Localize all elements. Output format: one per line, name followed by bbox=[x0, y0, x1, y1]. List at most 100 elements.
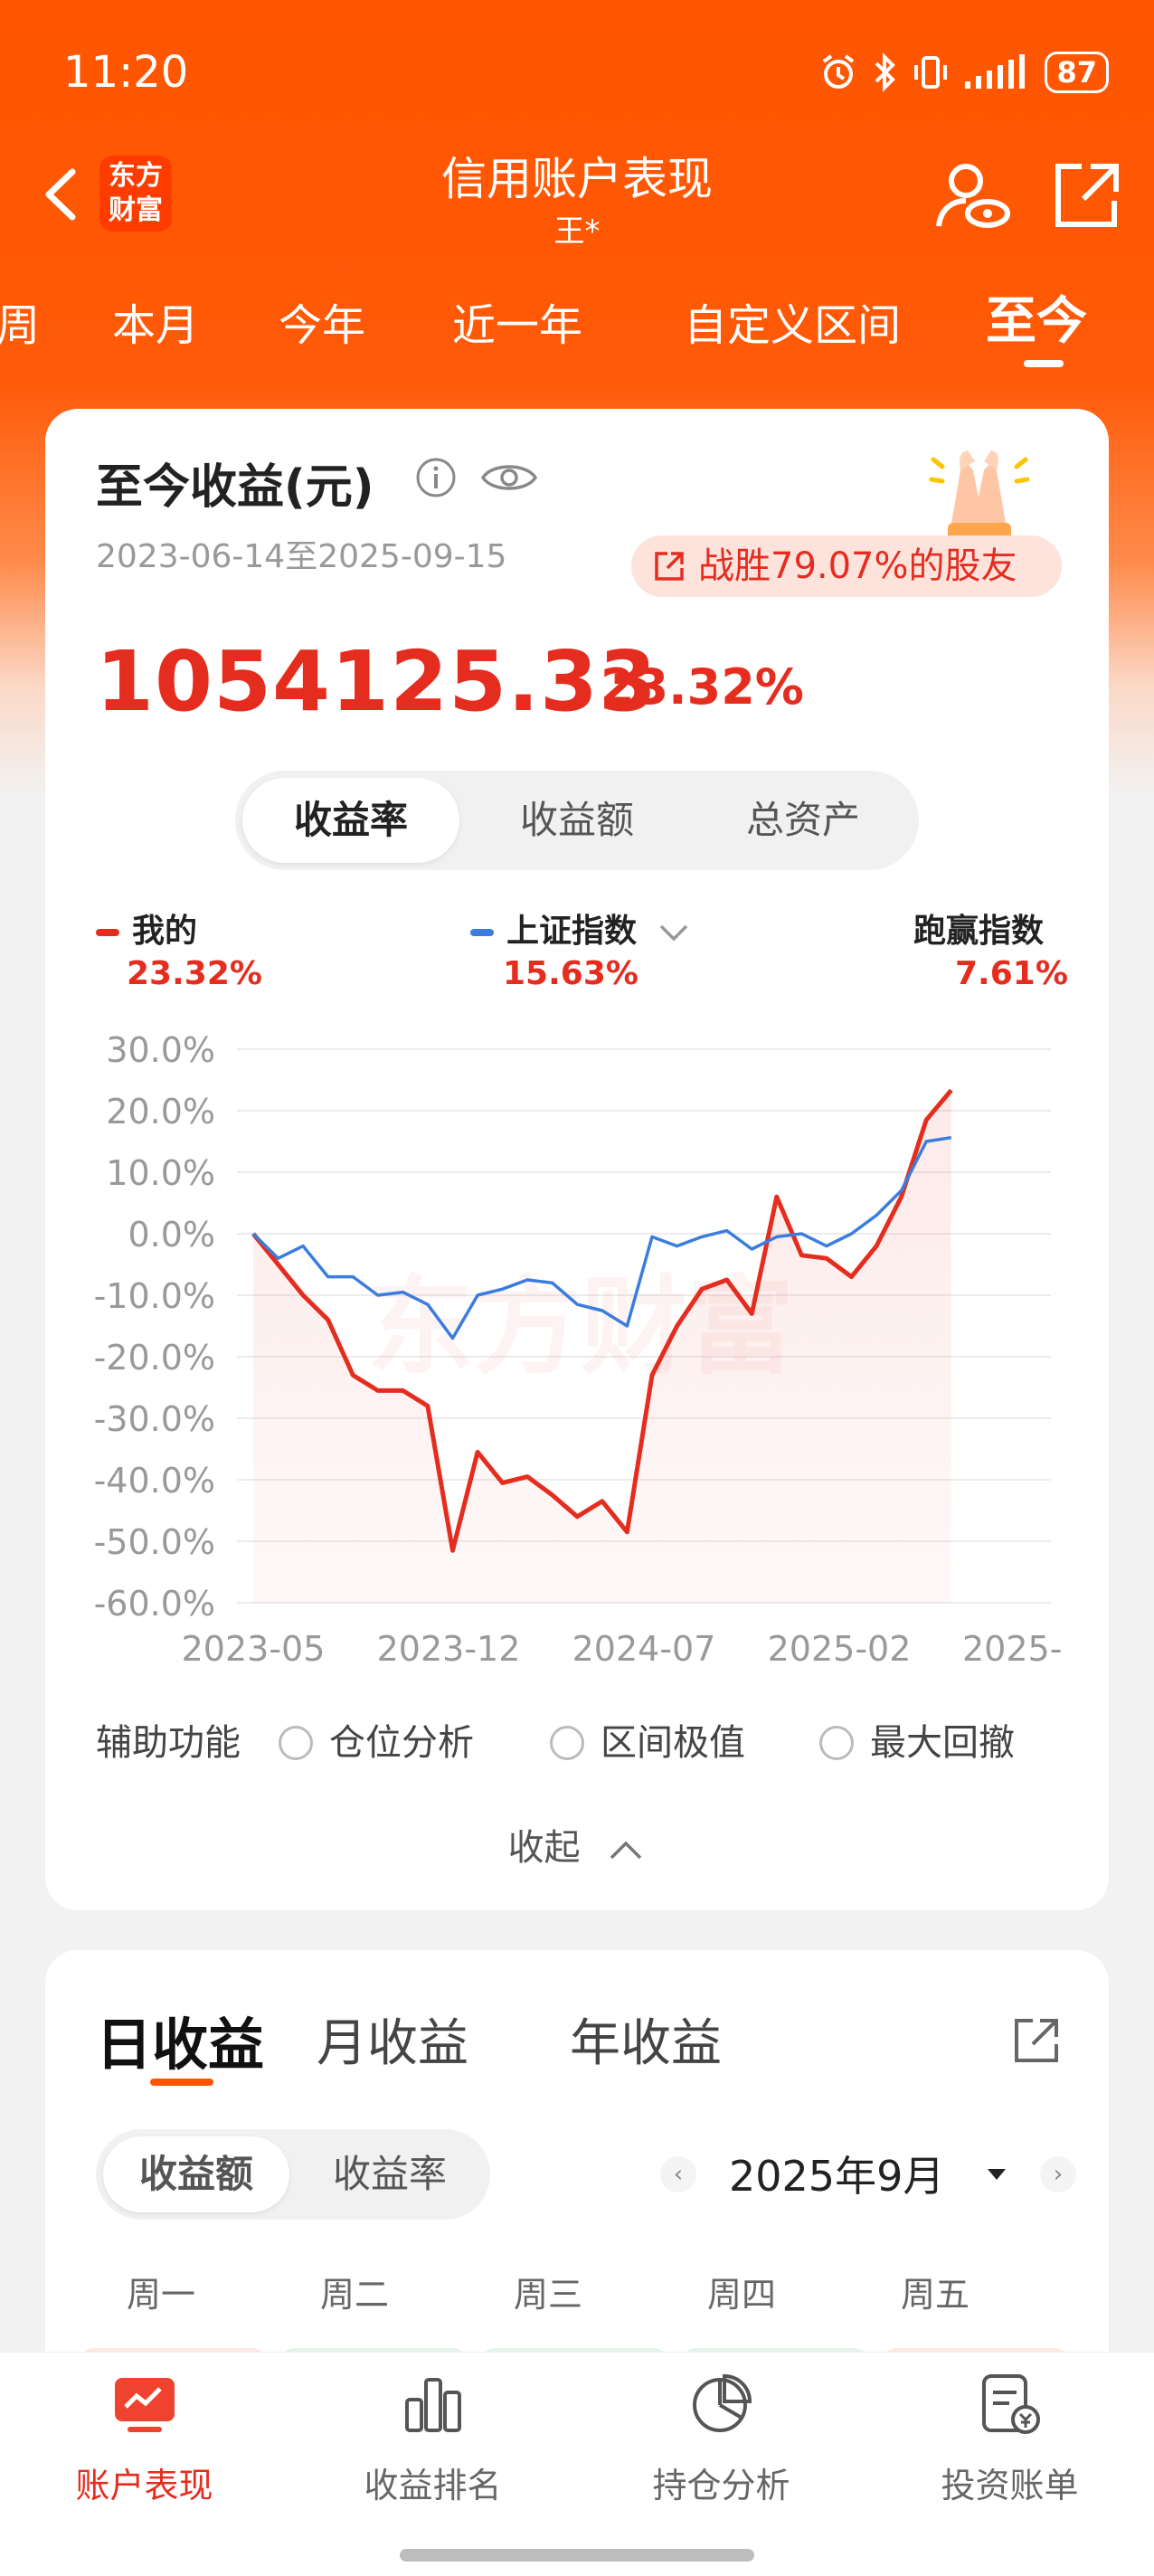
month-selector: ‹ 2025年9月 › bbox=[660, 2136, 1076, 2212]
y-tick-label: -10.0% bbox=[94, 1276, 215, 1316]
share-external-icon[interactable] bbox=[1045, 156, 1127, 237]
date-range: 2023-06-14至2025-09-15 bbox=[96, 538, 507, 575]
aux-functions: 辅助功能 仓位分析 区间极值 最大回撤 bbox=[96, 1713, 1058, 1767]
y-tick-label: -40.0% bbox=[94, 1461, 215, 1501]
prev-month-button[interactable]: ‹ bbox=[660, 2156, 696, 2192]
tab-daily-returns[interactable]: 日收益 bbox=[96, 2012, 265, 2078]
bottom-nav-ranking-label: 收益排名 bbox=[364, 2466, 502, 2505]
metric-tab-profit-amount[interactable]: 收益额 bbox=[519, 798, 634, 842]
performance-card: 至今收益(元) 2023-06-14至2025-09-15 战胜79.07%的股… bbox=[45, 409, 1109, 1910]
tab-yearly-returns[interactable]: 年收益 bbox=[570, 2014, 722, 2073]
radio-drawdown[interactable] bbox=[819, 1726, 854, 1760]
nav-bar: 东方 财富 信用账户表现 王* bbox=[0, 136, 1154, 253]
aux-label: 辅助功能 bbox=[96, 1722, 241, 1764]
y-tick-label: 30.0% bbox=[106, 1030, 215, 1070]
chart-series bbox=[251, 1088, 953, 1603]
aux-option-extremes[interactable]: 区间极值 bbox=[550, 1713, 745, 1766]
returns-tab-amount[interactable]: 收益额 bbox=[103, 2136, 289, 2212]
app-logo-line2: 财富 bbox=[109, 194, 163, 226]
status-bar: 11:20 87 bbox=[63, 36, 1109, 109]
returns-tab-rate[interactable]: 收益率 bbox=[332, 2152, 447, 2196]
y-tick-label: 0.0% bbox=[128, 1215, 215, 1255]
clapping-hands-icon bbox=[929, 450, 1030, 541]
weekday-fri: 周五 bbox=[900, 2275, 970, 2315]
y-tick-label: 20.0% bbox=[106, 1092, 215, 1132]
info-icon[interactable] bbox=[414, 456, 458, 499]
y-tick-label: -60.0% bbox=[94, 1584, 215, 1624]
page-title: 信用账户表现 bbox=[441, 153, 713, 205]
legend-mine-value: 23.32% bbox=[127, 955, 262, 992]
bottom-nav-bills[interactable]: 投资账单 bbox=[866, 2371, 1154, 2507]
bottom-nav-performance[interactable]: 账户表现 bbox=[0, 2371, 288, 2507]
y-tick-label: -30.0% bbox=[94, 1399, 215, 1439]
total-return-pct: 23.32% bbox=[601, 658, 804, 715]
app-logo-line1: 东方 bbox=[109, 160, 163, 192]
tab-monthly-returns[interactable]: 月收益 bbox=[317, 2014, 468, 2073]
returns-metric-switch: 收益额 收益率 bbox=[96, 2129, 490, 2220]
eye-icon[interactable] bbox=[479, 456, 539, 499]
bluetooth-icon bbox=[875, 52, 896, 92]
legend-mine-swatch bbox=[96, 929, 119, 936]
alarm-icon bbox=[823, 54, 855, 89]
aux-option-position[interactable]: 仓位分析 bbox=[279, 1713, 474, 1766]
radio-extremes[interactable] bbox=[550, 1726, 584, 1760]
legend-index[interactable]: 上证指数 bbox=[470, 904, 690, 952]
bottom-nav-holdings[interactable]: 持仓分析 bbox=[577, 2371, 866, 2507]
metric-tab-total-assets[interactable]: 总资产 bbox=[745, 798, 860, 842]
weekday-thu: 周四 bbox=[706, 2275, 776, 2315]
radio-position[interactable] bbox=[279, 1726, 313, 1760]
app-logo: 东方 财富 bbox=[99, 156, 172, 232]
total-profit-amount: 1054125.33 bbox=[96, 633, 658, 730]
status-time: 11:20 bbox=[63, 47, 189, 98]
bar-chart-icon bbox=[404, 2378, 461, 2432]
series-line-mine bbox=[251, 1088, 953, 1553]
x-tick-label: 2023-05 bbox=[182, 1629, 326, 1669]
x-tick-label: 2023-12 bbox=[377, 1629, 521, 1669]
rank-badge[interactable]: 战胜79.07%的股友 bbox=[631, 535, 1062, 597]
period-tabs: 周 本月 今年 近一年 自定义区间 至今 bbox=[0, 280, 1154, 371]
account-owner: 王* bbox=[553, 213, 601, 250]
y-tick-label: -50.0% bbox=[94, 1522, 215, 1562]
legend-outperform-label: 跑赢指数 bbox=[913, 913, 1045, 950]
vibrate-icon bbox=[914, 56, 948, 89]
status-icons: 87 bbox=[818, 52, 1109, 93]
share-small-icon bbox=[655, 552, 684, 581]
tab-week[interactable]: 周 bbox=[0, 300, 41, 351]
legend-mine: 我的 bbox=[96, 904, 197, 952]
bottom-nav-holdings-label: 持仓分析 bbox=[652, 2466, 790, 2505]
share-icon[interactable] bbox=[1009, 2013, 1064, 2068]
aux-option-drawdown-label: 最大回撤 bbox=[870, 1722, 1015, 1764]
bottom-nav-bills-label: 投资账单 bbox=[941, 2466, 1079, 2505]
tab-active-indicator bbox=[1024, 360, 1064, 367]
aux-option-position-label: 仓位分析 bbox=[329, 1722, 474, 1764]
tab-this-year[interactable]: 今年 bbox=[279, 300, 366, 351]
summary-title: 至今收益(元) bbox=[96, 460, 374, 515]
y-tick-label: 10.0% bbox=[106, 1153, 215, 1193]
caret-down-icon[interactable] bbox=[984, 2165, 1009, 2183]
tab-custom-range[interactable]: 自定义区间 bbox=[684, 300, 902, 351]
metric-tab-return-rate[interactable]: 收益率 bbox=[242, 778, 459, 863]
aux-option-drawdown[interactable]: 最大回撤 bbox=[819, 1713, 1015, 1766]
bill-icon bbox=[981, 2374, 1040, 2434]
battery-indicator: 87 bbox=[1045, 52, 1109, 93]
x-tick-label: 2025-02 bbox=[768, 1629, 912, 1669]
rank-badge-text: 战胜79.07%的股友 bbox=[698, 545, 1017, 587]
next-month-button[interactable]: › bbox=[1040, 2156, 1076, 2192]
back-arrow-icon[interactable] bbox=[36, 163, 90, 226]
privacy-view-icon[interactable] bbox=[932, 156, 1013, 237]
bottom-nav-performance-label: 账户表现 bbox=[75, 2466, 213, 2505]
return-chart[interactable]: 东方财富 30.0%20.0%10.0%0.0%-10.0%-20.0%-30.… bbox=[45, 1024, 1109, 1693]
weekday-wed: 周三 bbox=[513, 2275, 582, 2315]
legend-index-swatch bbox=[470, 929, 494, 936]
x-tick-label: 2024-07 bbox=[572, 1629, 716, 1669]
collapse-button[interactable]: 收起 bbox=[45, 1818, 1109, 1870]
bottom-nav-ranking[interactable]: 收益排名 bbox=[288, 2371, 577, 2507]
home-indicator[interactable] bbox=[400, 2549, 754, 2562]
series-line-index bbox=[251, 1135, 952, 1340]
current-month[interactable]: 2025年9月 bbox=[729, 2152, 945, 2201]
weekday-tue: 周二 bbox=[319, 2275, 389, 2315]
tab-this-month[interactable]: 本月 bbox=[112, 300, 200, 351]
tab-last-year[interactable]: 近一年 bbox=[452, 300, 583, 351]
legend-index-label: 上证指数 bbox=[506, 913, 638, 950]
tab-since-inception[interactable]: 至今 bbox=[986, 292, 1087, 351]
